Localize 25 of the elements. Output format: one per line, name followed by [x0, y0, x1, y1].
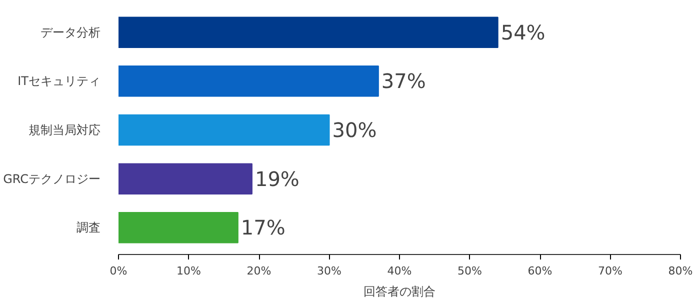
y-tick-label: 規制当局対応: [28, 123, 100, 137]
bar: [118, 114, 330, 146]
x-tick-label: 70%: [598, 264, 622, 278]
x-axis-title: 回答者の割合: [364, 284, 436, 298]
data-label: 37%: [381, 69, 426, 94]
bar: [118, 212, 238, 244]
data-label: 19%: [254, 166, 300, 191]
y-tick-label: GRCテクノロジー: [3, 172, 101, 186]
y-tick-label: ITセキュリティ: [18, 74, 101, 88]
x-tick-label: 0%: [110, 264, 128, 278]
data-label: 54%: [500, 20, 546, 44]
bar: [118, 16, 498, 48]
data-label: 30%: [332, 118, 377, 142]
y-tick-label: データ分析: [40, 25, 100, 40]
bar: [118, 66, 379, 97]
x-tick-label: 40%: [387, 264, 412, 278]
data-label: 17%: [240, 216, 286, 240]
x-tick-label: 10%: [176, 264, 201, 278]
bar: [118, 163, 252, 194]
x-tick-label: 30%: [317, 264, 342, 278]
y-tick-label: 調査: [76, 220, 100, 235]
x-tick-label: 20%: [246, 264, 272, 278]
x-tick-label: 80%: [668, 264, 693, 278]
x-tick-label: 50%: [458, 264, 482, 278]
x-tick-label: 60%: [528, 264, 552, 278]
